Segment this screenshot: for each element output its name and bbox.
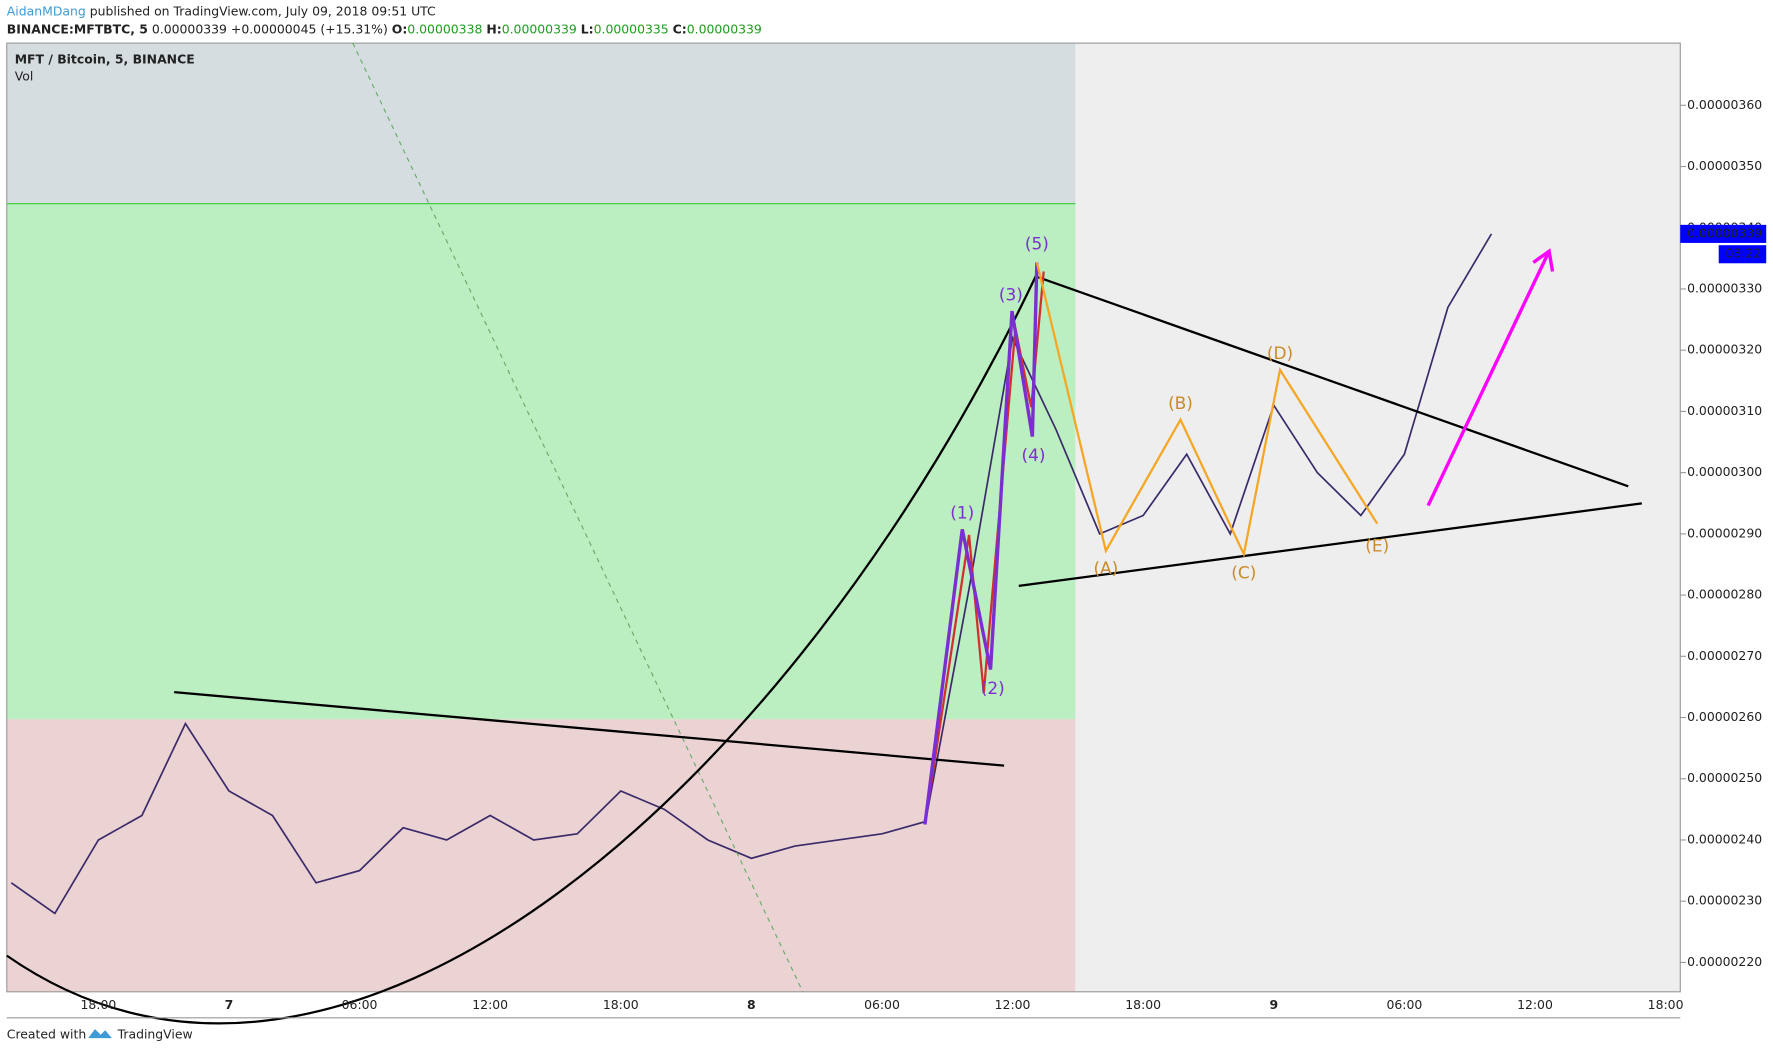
wave-label: (2) [981, 678, 1005, 698]
wave-label: (D) [1267, 343, 1293, 363]
wave-label: (A) [1093, 558, 1118, 578]
x-tick-label: 8 [747, 997, 756, 1012]
y-tick-label: 0.00000280 [1687, 587, 1762, 602]
x-tick-label: 06:00 [1386, 997, 1422, 1012]
chart-title: MFT / Bitcoin, 5, BINANCE [15, 52, 195, 67]
zones [6, 42, 1681, 993]
arrow-head [1532, 248, 1555, 272]
y-tick-label: 0.00000320 [1687, 342, 1762, 357]
y-tick-label: 0.00000220 [1687, 954, 1762, 969]
published: published on TradingView.com, July 09, 2… [90, 3, 436, 18]
x-tick-label: 18:00 [603, 997, 639, 1012]
wave-label: (C) [1231, 562, 1256, 582]
wave-label: (1) [950, 502, 974, 522]
label: L: [581, 21, 594, 36]
change: +0.00000045 (+15.31%) [231, 21, 388, 36]
drawings [6, 42, 1642, 1025]
y-tick-label: 0.00000250 [1687, 770, 1762, 785]
fib-line [352, 42, 804, 993]
zone [6, 43, 1076, 204]
y-tick-label: 0.00000350 [1687, 158, 1762, 173]
x-tick-label: 18:00 [80, 997, 116, 1012]
curve [6, 271, 1040, 1025]
x-tick-label: 7 [225, 997, 234, 1012]
wave-labels: (1) (2) (3) (4) (5) (A) (B) (C) (D) (E) [950, 233, 1389, 697]
arrow [1426, 250, 1551, 507]
x-tick-label: 06:00 [342, 997, 378, 1012]
symbol: BINANCE:MFTBTC, 5 [7, 21, 148, 36]
plot-border [6, 42, 1681, 993]
trendline [1018, 502, 1642, 587]
x-tick-label: 12:00 [472, 997, 508, 1012]
open: 0.00000338 [407, 21, 482, 36]
last: 0.00000339 [152, 21, 227, 36]
countdown-bg [1718, 245, 1767, 264]
time-axis: 18:00 7 06:00 12:00 18:00 8 06:00 12:00 18:00 9 06… [6, 997, 1684, 1019]
wave-label: (5) [1025, 233, 1049, 253]
author[interactable]: AidanMDang [7, 3, 86, 18]
y-tick-label: 0.00000330 [1687, 280, 1762, 295]
close: 0.00000339 [687, 21, 762, 36]
header: AidanMDang published on TradingView.com,… [7, 3, 436, 18]
y-tick-label: 0.00000300 [1687, 464, 1762, 479]
y-tick-label: 0.00000260 [1687, 709, 1762, 724]
x-tick-label: 12:00 [995, 997, 1031, 1012]
wave-label: (4) [1021, 445, 1045, 465]
y-tick-label: 0.00000290 [1687, 525, 1762, 540]
wave-label: (3) [999, 284, 1023, 304]
wave-label: (B) [1168, 393, 1193, 413]
high: 0.00000339 [502, 21, 577, 36]
y-tick-label: 0.00000270 [1687, 648, 1762, 663]
label: C: [673, 21, 687, 36]
y-tick-label: 0.00000240 [1687, 831, 1762, 846]
x-tick-label: 18:00 [1648, 997, 1684, 1012]
price-tag [1680, 224, 1767, 243]
x-tick-label: 9 [1269, 997, 1278, 1012]
x-tick-label: 06:00 [864, 997, 900, 1012]
low: 0.00000335 [594, 21, 669, 36]
label: O: [392, 21, 408, 36]
wave-orange [1035, 262, 1379, 558]
trendline [1037, 276, 1629, 488]
zone [6, 203, 1076, 720]
y-tick-label: 0.00000310 [1687, 403, 1762, 418]
ticker: BINANCE:MFTBTC, 5 0.00000339 +0.00000045… [7, 21, 762, 36]
y-tick-label: 0.00000230 [1687, 893, 1762, 908]
wave-label: (E) [1365, 535, 1389, 555]
logo [88, 1029, 112, 1039]
brand[interactable]: TradingView [117, 1026, 193, 1041]
price-line [10, 233, 1493, 915]
x-tick-label: 12:00 [1517, 997, 1553, 1012]
zone [6, 719, 1076, 992]
trendline [174, 691, 1005, 767]
wave-purple [923, 262, 1039, 825]
label: H: [486, 21, 501, 36]
footer: Created with [7, 1026, 86, 1041]
x-tick-label: 18:00 [1125, 997, 1161, 1012]
y-tick-label: 0.00000360 [1687, 97, 1762, 112]
plot [10, 233, 1493, 915]
countdown: 03:22 [1726, 246, 1762, 261]
price-axis: 0.00000220 0.00000230 0.00000240 0.00000250… [1680, 97, 1767, 969]
price-tag-label: 0.00000339 [1687, 225, 1762, 240]
chart-subtitle: Vol [15, 69, 34, 84]
